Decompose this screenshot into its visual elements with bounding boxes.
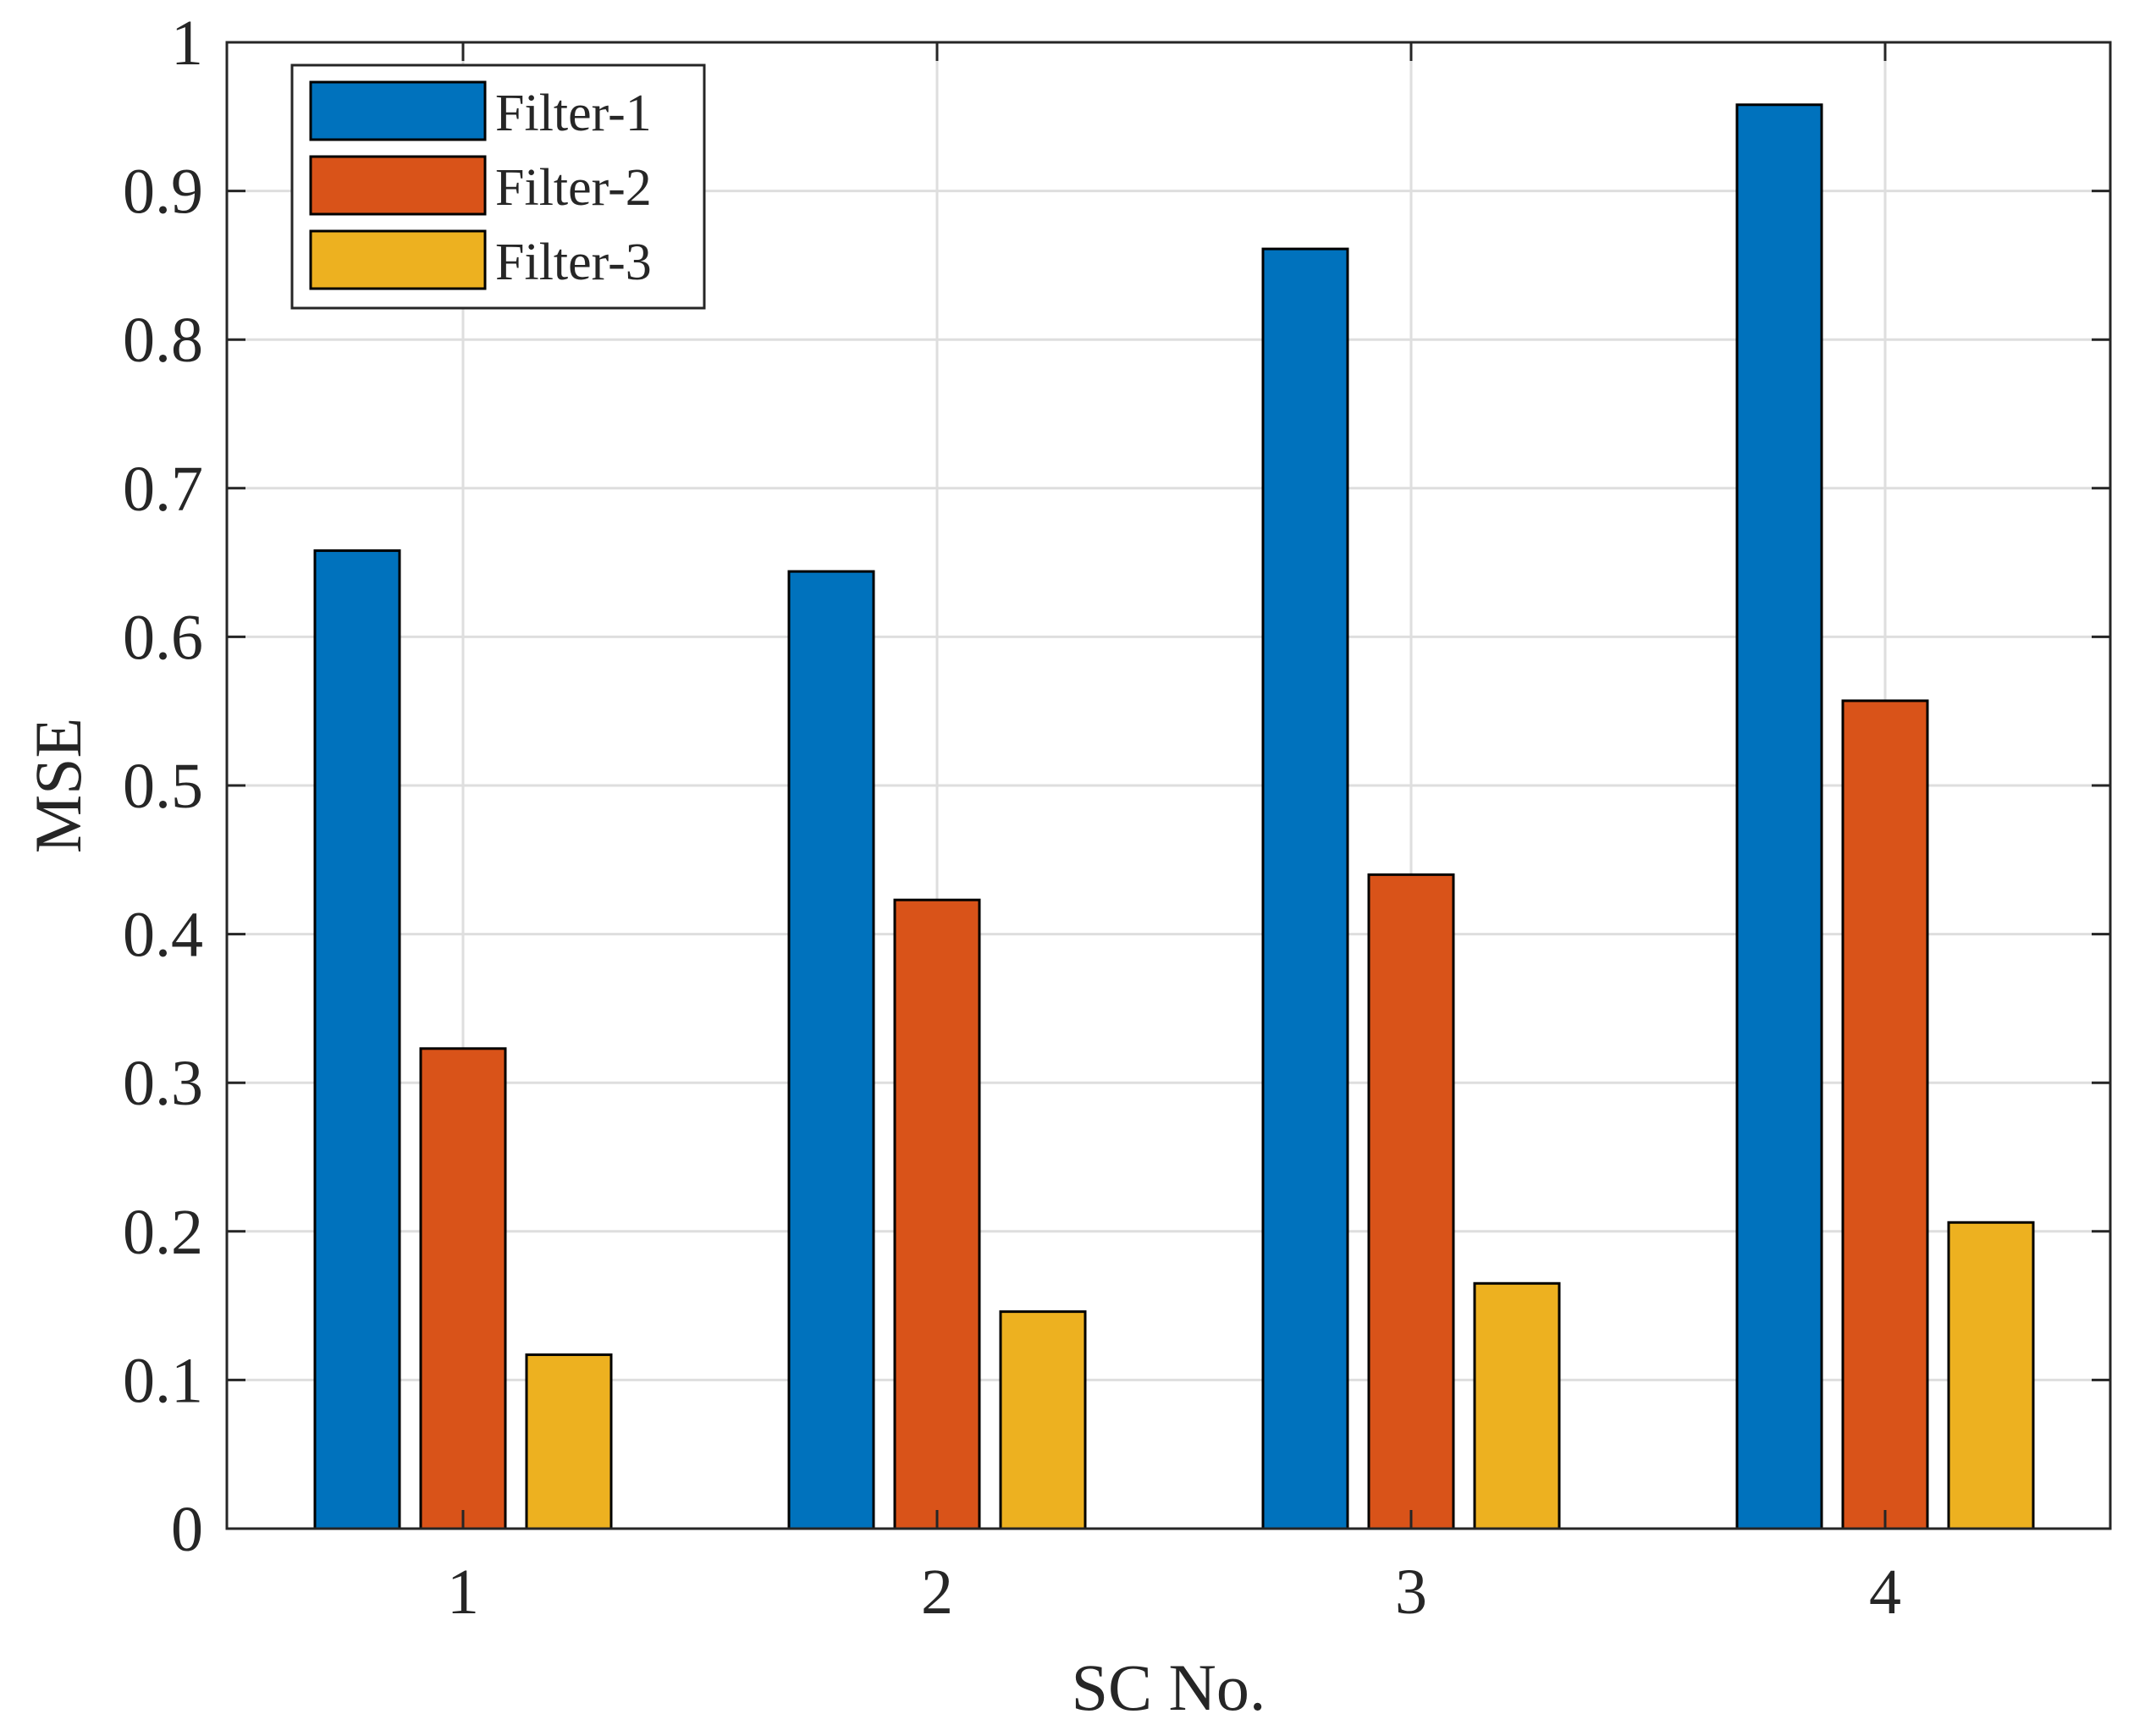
bar-series (313, 103, 2035, 1530)
bar-filter-1-sc4 (1735, 103, 1823, 1530)
bar-filter-1-sc1 (313, 549, 401, 1530)
legend-swatch-filter-2 (309, 155, 487, 216)
bar-filter-3-sc4 (1947, 1221, 2035, 1530)
legend-label-filter-2: Filter-2 (495, 159, 652, 217)
x-axis-title: SC No. (1072, 1651, 1266, 1724)
bar-filter-3-sc2 (999, 1310, 1087, 1530)
y-tick-label: 0.4 (123, 900, 203, 971)
bar-filter-2-sc3 (1367, 873, 1455, 1530)
y-tick-label: 0.1 (123, 1345, 203, 1416)
y-tick-label: 0.5 (123, 751, 203, 822)
legend: Filter-1 Filter-2 Filter-3 (290, 63, 706, 310)
legend-label-filter-3: Filter-3 (495, 234, 652, 291)
x-tick-label: 2 (921, 1557, 953, 1628)
x-tick-label: 3 (1395, 1557, 1427, 1628)
y-tick-label: 1 (171, 8, 203, 79)
bar-filter-1-sc2 (787, 570, 875, 1530)
bar-filter-2-sc1 (419, 1047, 507, 1530)
bar-filter-2-sc2 (893, 898, 981, 1530)
x-tick-label: 4 (1869, 1557, 1901, 1628)
y-tick-label: 0.3 (123, 1048, 203, 1119)
y-tick-label: 0.8 (123, 305, 203, 376)
tick-labels: 0 0.1 0.2 0.3 0.4 0.5 0.6 0.7 0.8 0.9 1 1 2 3 4 (123, 8, 1901, 1628)
bar-filter-2-sc4 (1841, 699, 1929, 1530)
legend-swatch-filter-3 (309, 229, 487, 290)
y-tick-label: 0 (171, 1494, 203, 1565)
legend-swatch-filter-1 (309, 80, 487, 141)
legend-label-filter-1: Filter-1 (495, 85, 652, 142)
bar-filter-3-sc1 (525, 1353, 613, 1530)
x-tick-label: 1 (447, 1557, 479, 1628)
axes (225, 41, 2112, 1530)
y-tick-label: 0.9 (123, 157, 203, 228)
bar-filter-1-sc3 (1261, 247, 1349, 1530)
y-tick-label: 0.7 (123, 454, 203, 525)
bar-filter-3-sc3 (1473, 1281, 1561, 1530)
y-tick-label: 0.2 (123, 1197, 203, 1268)
y-tick-label: 0.6 (123, 602, 203, 673)
y-axis-title: MSE (21, 718, 95, 853)
